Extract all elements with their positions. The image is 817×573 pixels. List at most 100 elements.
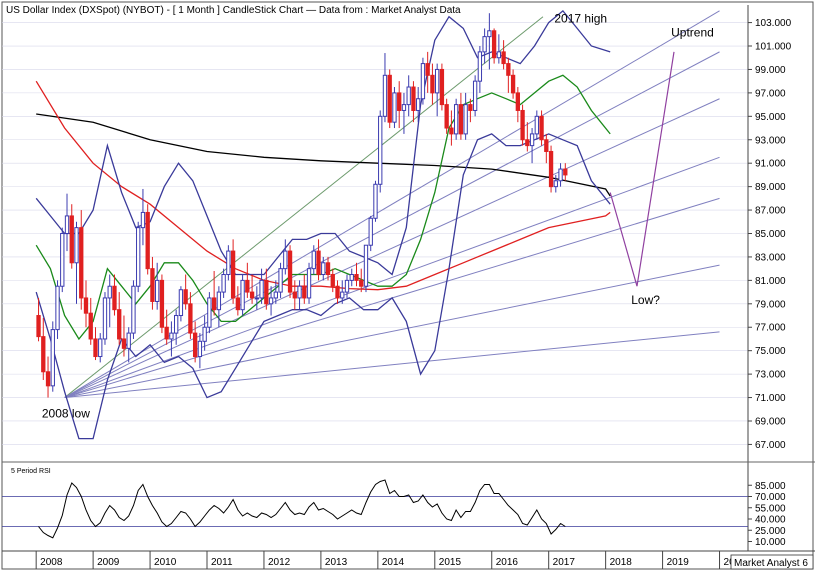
year-tick-label: 2017 [553, 557, 576, 568]
rsi-tick-label: 70.000 [755, 492, 786, 503]
candle-body [60, 233, 65, 287]
candle-body [117, 309, 122, 340]
candle-body [88, 312, 93, 340]
year-tick-label: 2013 [325, 557, 348, 568]
candle-body [230, 250, 236, 299]
price-tick-label: 79.000 [755, 299, 786, 310]
candle-body [126, 332, 131, 349]
price-tick-label: 99.000 [755, 65, 786, 76]
rsi-label: 5 Period RSI [11, 468, 51, 475]
candle-body [287, 250, 293, 293]
candle-body [50, 329, 55, 387]
watermark: Market Analyst 6 [734, 558, 808, 569]
candle-body [510, 74, 516, 94]
indicator-line [35, 133, 611, 440]
candle-body [264, 279, 269, 305]
year-tick-label: 2009 [97, 557, 120, 568]
candle-body [321, 262, 326, 276]
candle-body [430, 74, 435, 94]
candle-body [107, 285, 112, 299]
candle-body [563, 168, 568, 176]
price-tick-label: 95.000 [755, 112, 786, 123]
projection-line [609, 51, 675, 287]
candle-body [211, 297, 217, 311]
fan-line [64, 264, 720, 399]
candle-body [515, 92, 521, 111]
candle-body [311, 250, 316, 270]
annotation-label: 2017 high [554, 12, 607, 26]
candle-body [548, 150, 554, 188]
price-tick-label: 75.000 [755, 346, 786, 357]
candle-body [382, 74, 388, 117]
candle-body [340, 291, 345, 299]
candle-body [155, 279, 160, 302]
price-tick-label: 81.000 [755, 276, 786, 287]
year-tick-label: 2012 [268, 557, 291, 568]
price-tick-label: 93.000 [755, 135, 786, 146]
candle-body [74, 227, 79, 264]
year-tick-label: 2019 [667, 557, 690, 568]
price-tick-label: 67.000 [755, 440, 786, 451]
candle-body [406, 86, 411, 106]
candle-body [55, 285, 60, 331]
candle-body [216, 291, 222, 311]
candle-body [283, 250, 288, 270]
rsi-tick-label: 10.000 [755, 537, 786, 548]
candle-body [420, 63, 426, 100]
year-tick-label: 2018 [610, 557, 633, 568]
candle-body [145, 211, 150, 270]
fan-line [64, 331, 720, 399]
rsi-panel [2, 479, 748, 539]
candle-body [558, 168, 563, 182]
candle-body [302, 285, 307, 299]
candle-body [387, 74, 392, 123]
candle-body [520, 109, 525, 141]
rsi-line [38, 479, 566, 539]
price-tick-label: 69.000 [755, 416, 786, 427]
year-tick-label: 2015 [439, 557, 462, 568]
candle-body [36, 315, 41, 338]
candle-body [93, 338, 98, 358]
candle-body [416, 98, 421, 111]
candle-body [240, 279, 245, 311]
candle-body [506, 63, 511, 76]
candle-body [359, 279, 364, 287]
candle-body [202, 326, 207, 342]
price-tick-label: 101.000 [755, 42, 792, 53]
candle-body [401, 104, 407, 111]
candle-body [45, 371, 51, 387]
candle-body [245, 279, 250, 293]
price-tick-label: 85.000 [755, 229, 786, 240]
candle-body [136, 227, 141, 287]
candle-body [316, 250, 321, 276]
candle-body [41, 336, 46, 373]
rsi-tick-label: 25.000 [755, 526, 786, 537]
candle-body [397, 92, 402, 111]
chart-title: US Dollar Index (DXSpot) (NYBOT) - [ 1 M… [6, 5, 461, 16]
candle-body [178, 289, 184, 317]
candle-body [482, 36, 487, 53]
candle-body [183, 289, 188, 305]
candle-body [197, 340, 203, 358]
candle-body [131, 285, 136, 334]
candle-body [534, 115, 539, 135]
candle-body [378, 115, 383, 185]
candle-body [491, 30, 497, 59]
annotation-label: 2008 low [42, 406, 90, 420]
candle-body [192, 332, 198, 358]
candle-body [112, 285, 117, 311]
price-axis: 103.000 101.000 99.000 97.000 95.000 93.000 91… [748, 18, 792, 451]
candle-body [349, 274, 354, 281]
candle-body [169, 332, 174, 340]
fan-line [64, 98, 720, 399]
year-tick-label: 2011 [211, 557, 233, 568]
candle-body [188, 303, 193, 334]
price-tick-label: 87.000 [755, 206, 786, 217]
annotation-label: Uptrend [671, 26, 714, 40]
candle-body [439, 68, 445, 106]
candle-body [292, 291, 297, 299]
